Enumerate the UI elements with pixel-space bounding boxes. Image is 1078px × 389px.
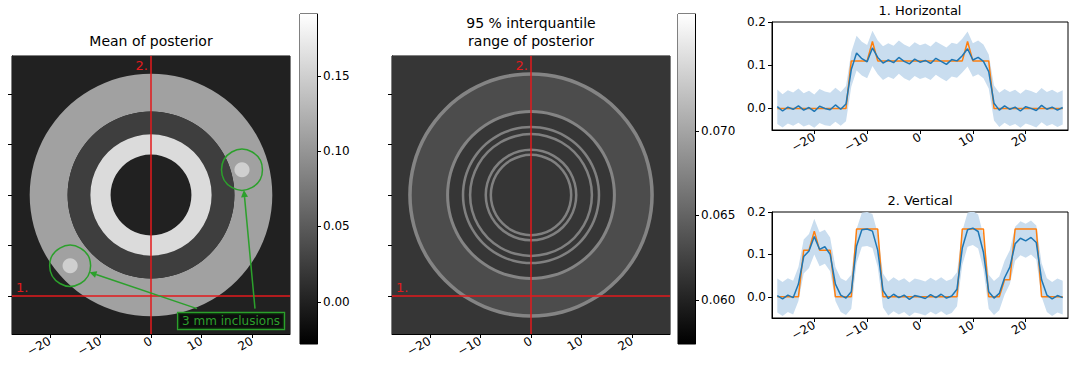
svg-text:2.: 2.	[136, 58, 148, 73]
svg-text:0.15: 0.15	[323, 69, 350, 83]
svg-text:Mean of posterior: Mean of posterior	[89, 33, 213, 49]
svg-text:−10: −10	[455, 334, 484, 359]
svg-text:0: 0	[910, 130, 924, 146]
svg-text:−20: −20	[789, 318, 818, 343]
svg-text:20: 20	[1009, 130, 1029, 150]
svg-text:−20: −20	[789, 130, 818, 155]
svg-text:1. Horizontal: 1. Horizontal	[879, 3, 962, 18]
svg-text:3 mm inclusions: 3 mm inclusions	[182, 314, 280, 328]
svg-text:10: 10	[185, 334, 205, 354]
svg-text:−10: −10	[75, 334, 104, 359]
svg-text:0: 0	[910, 318, 924, 334]
svg-text:0: 0	[141, 334, 155, 350]
svg-text:20: 20	[1009, 318, 1029, 338]
svg-text:10: 10	[956, 130, 976, 150]
svg-text:0.065: 0.065	[701, 208, 735, 222]
svg-text:−20: −20	[25, 334, 54, 359]
svg-text:10: 10	[565, 334, 585, 354]
svg-text:0.070: 0.070	[701, 124, 735, 138]
svg-text:95 % interquantile: 95 % interquantile	[466, 15, 596, 31]
svg-text:0.060: 0.060	[701, 293, 735, 307]
svg-text:0.2: 0.2	[747, 15, 766, 29]
svg-text:−10: −10	[842, 318, 871, 343]
svg-text:0.1: 0.1	[747, 247, 766, 261]
svg-text:0.1: 0.1	[747, 58, 766, 72]
svg-text:0.00: 0.00	[323, 295, 350, 309]
svg-text:1.: 1.	[16, 280, 28, 295]
svg-text:0.0: 0.0	[747, 290, 766, 304]
svg-text:1.: 1.	[396, 280, 408, 295]
svg-text:2.: 2.	[516, 58, 528, 73]
svg-text:−20: −20	[405, 334, 434, 359]
svg-text:2. Vertical: 2. Vertical	[887, 193, 952, 208]
svg-text:20: 20	[615, 334, 635, 354]
svg-text:20: 20	[235, 334, 255, 354]
svg-text:0.05: 0.05	[323, 219, 350, 233]
svg-text:0: 0	[521, 334, 535, 350]
svg-text:0.0: 0.0	[747, 101, 766, 115]
svg-text:0.2: 0.2	[747, 205, 766, 219]
svg-text:0.10: 0.10	[323, 144, 350, 158]
svg-text:range of posterior: range of posterior	[468, 33, 594, 49]
svg-text:10: 10	[956, 318, 976, 338]
svg-text:−10: −10	[842, 130, 871, 155]
